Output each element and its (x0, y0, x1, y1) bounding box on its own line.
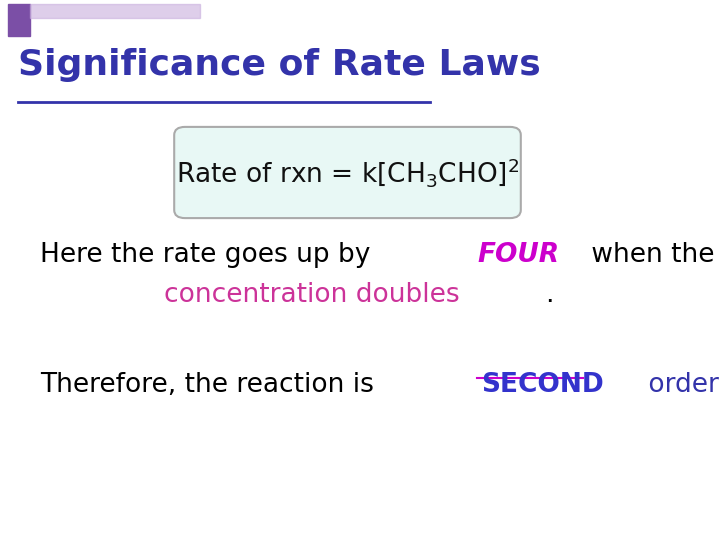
FancyBboxPatch shape (174, 127, 521, 218)
Text: Rate of rxn = k[CH$_3$CHO]$^2$: Rate of rxn = k[CH$_3$CHO]$^2$ (176, 156, 519, 189)
Text: .: . (545, 282, 554, 308)
Text: when the initial: when the initial (583, 242, 720, 268)
Text: Here the rate goes up by: Here the rate goes up by (40, 242, 379, 268)
Text: SECOND: SECOND (482, 372, 604, 398)
Bar (30, 4, 200, 18)
Text: order overall.: order overall. (640, 372, 720, 398)
Text: FOUR: FOUR (477, 242, 559, 268)
Text: concentration doubles: concentration doubles (163, 282, 459, 308)
Text: Therefore, the reaction is: Therefore, the reaction is (40, 372, 382, 398)
Text: Significance of Rate Laws: Significance of Rate Laws (18, 48, 541, 82)
Bar (8, 4, 30, 36)
